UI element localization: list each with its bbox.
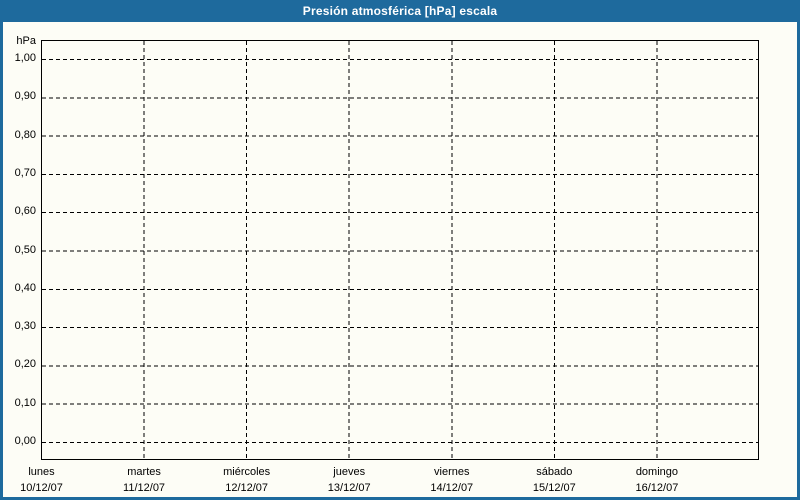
y-tick-label: 0,50 xyxy=(14,243,36,256)
chart-content: hPa 1,00 0,90 0,80 0,70 0,60 0,50 0,40 0,30 0,20… xyxy=(3,22,797,497)
x-tick-date: 11/12/07 xyxy=(123,482,166,494)
x-tick-day: sábado xyxy=(536,466,573,478)
y-tick-label: 0,70 xyxy=(14,166,36,179)
y-tick-label: 1,00 xyxy=(14,52,36,64)
plot-area xyxy=(41,40,759,460)
x-tick-day: martes xyxy=(127,466,161,478)
y-tick-label: 0,00 xyxy=(14,435,36,447)
y-tick-label: 0,60 xyxy=(14,205,36,218)
x-tick-date: 12/12/07 xyxy=(225,482,269,494)
y-tick-label: 0,40 xyxy=(14,281,36,294)
gridlines xyxy=(42,41,758,459)
x-tick-label: martes 11/12/07 xyxy=(84,464,204,496)
y-tick-label: 0,80 xyxy=(14,128,36,141)
x-tick-day: jueves xyxy=(333,466,366,478)
y-tick-label: 0,90 xyxy=(14,90,36,103)
x-tick-label: jueves 13/12/07 xyxy=(289,464,409,496)
x-tick-day: domingo xyxy=(635,466,679,478)
x-tick-day: miércoles xyxy=(223,466,271,478)
x-tick-label: viernes 14/12/07 xyxy=(392,464,512,496)
x-tick-date: 14/12/07 xyxy=(430,482,474,494)
y-tick-label: 0,20 xyxy=(14,358,36,371)
x-tick-date: 16/12/07 xyxy=(635,482,679,494)
y-tick-label: 0,10 xyxy=(14,396,36,409)
y-tick-label: 0,30 xyxy=(14,320,36,333)
y-axis-unit-label: hPa xyxy=(16,35,36,47)
x-tick-label: domingo 16/12/07 xyxy=(597,464,717,496)
x-tick-day: lunes xyxy=(28,466,55,478)
x-tick-date: 15/12/07 xyxy=(532,482,576,494)
x-tick-label: miércoles 12/12/07 xyxy=(187,464,307,496)
x-tick-date: 10/12/07 xyxy=(20,482,63,494)
x-tick-day: viernes xyxy=(434,466,470,478)
x-tick-label: lunes 10/12/07 xyxy=(0,464,102,496)
chart-title-bar: Presión atmosférica [hPa] escala xyxy=(0,0,800,22)
chart-title: Presión atmosférica [hPa] escala xyxy=(302,4,498,18)
x-tick-label: sábado 15/12/07 xyxy=(494,464,614,496)
x-tick-date: 13/12/07 xyxy=(327,482,371,494)
